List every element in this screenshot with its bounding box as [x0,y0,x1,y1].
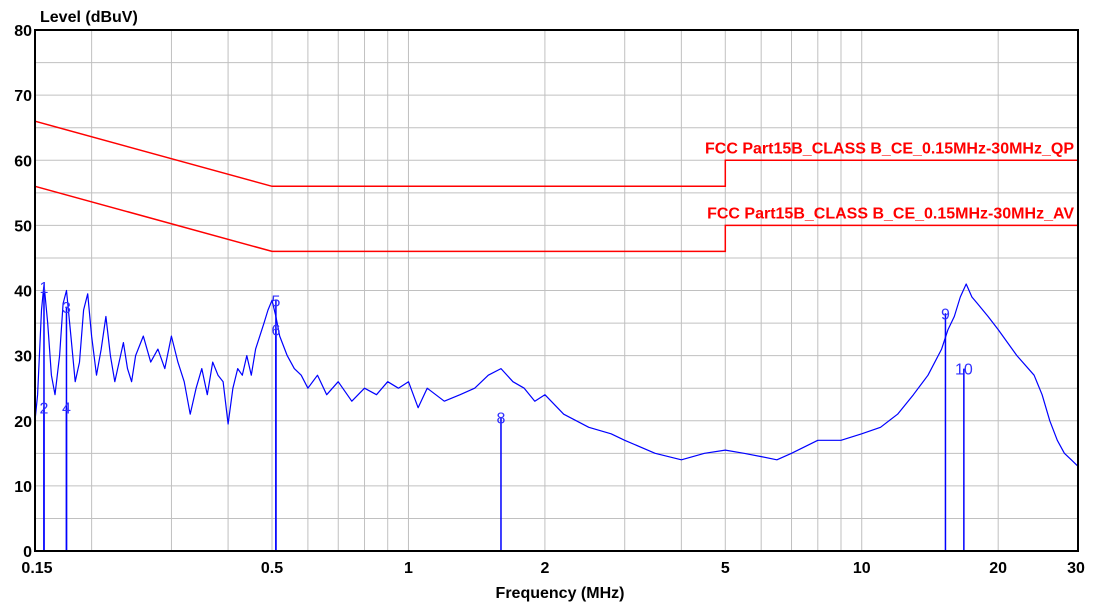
limit-line [34,185,1078,253]
x-tick-label: 30 [1067,560,1085,577]
limit-line-label: FCC Part15B_CLASS B_CE_0.15MHz-30MHz_QP [705,140,1074,157]
limit-line [34,120,1078,188]
marker-label: 9 [941,306,950,323]
measurement-traces [34,283,1079,467]
plot-frame [34,29,1079,552]
limit-line-labels: FCC Part15B_CLASS B_CE_0.15MHz-30MHz_QP F… [705,140,1074,222]
x-tick-label: 20 [989,560,1007,577]
marker-label: 3 [62,300,71,317]
measurement-trace [34,283,1079,467]
marker-label: 8 [497,410,506,427]
marker-label: 5 [271,293,280,310]
y-tick-label: 0 [23,544,32,561]
y-tick-labels: 0 10 20 30 40 50 60 70 80 [14,23,32,561]
limit-line-label: FCC Part15B_CLASS B_CE_0.15MHz-30MHz_AV [707,205,1074,222]
y-tick-label: 50 [14,218,32,235]
x-tick-label: 0.15 [21,560,52,577]
limit-lines [34,120,1078,253]
peak-markers: 1 2 3 4 5 6 8 9 10 [40,280,973,551]
x-tick-label: 1 [404,560,413,577]
y-tick-label: 10 [14,479,32,496]
x-tick-labels: 0.15 0.5 1 2 5 10 20 30 [21,560,1085,577]
y-tick-label: 60 [14,153,32,170]
y-tick-label: 30 [14,349,32,366]
y-tick-label: 80 [14,23,32,40]
y-tick-label: 70 [14,88,32,105]
marker-label: 4 [62,401,71,418]
marker-label: 6 [271,323,280,340]
marker-label: 1 [40,280,49,297]
marker-label: 2 [40,401,49,418]
grid-lines [35,30,1078,551]
y-tick-label: 20 [14,414,32,431]
x-axis-label: Frequency (MHz) [496,585,625,602]
y-tick-label: 40 [14,284,32,301]
x-tick-label: 5 [721,560,730,577]
marker-label: 10 [955,362,973,379]
x-tick-label: 0.5 [261,560,283,577]
y-axis-label: Level (dBuV) [40,9,138,26]
x-tick-label: 10 [853,560,871,577]
x-tick-label: 2 [540,560,549,577]
